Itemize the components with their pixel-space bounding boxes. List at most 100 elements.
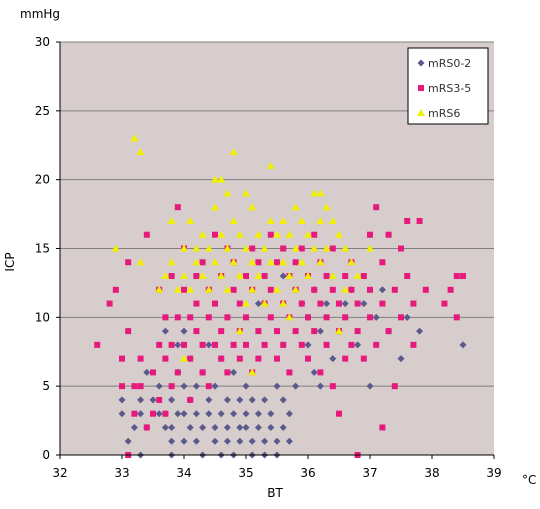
data-point-diamond (372, 313, 380, 321)
data-point-square (106, 300, 113, 307)
data-point-square (150, 369, 156, 376)
data-point-diamond (378, 286, 386, 294)
legend-label: mRS0-2 (428, 57, 471, 70)
data-point-triangle (217, 272, 226, 280)
data-point-square (398, 245, 404, 252)
data-point-square (305, 314, 311, 321)
data-point-square (367, 231, 373, 238)
data-point-square (168, 383, 175, 390)
data-point-square (422, 286, 429, 293)
data-point-triangle (285, 272, 294, 280)
data-point-triangle (167, 216, 176, 224)
data-point-square (398, 314, 404, 321)
data-point-square (360, 355, 367, 362)
data-point-diamond (180, 437, 188, 445)
data-point-square (329, 286, 336, 293)
data-point-square (199, 369, 206, 376)
data-point-triangle (316, 189, 325, 197)
data-point-square (404, 217, 411, 224)
data-point-diamond (130, 423, 138, 431)
axes (56, 41, 495, 459)
data-point-diamond (329, 355, 337, 363)
data-point-triangle (155, 285, 164, 293)
data-point-square (261, 273, 268, 280)
data-point-square (205, 383, 212, 390)
data-point-triangle (310, 244, 319, 252)
data-point-square (224, 369, 231, 376)
data-point-square (193, 273, 200, 280)
data-point-square (379, 424, 386, 431)
x-axis-label: BT (267, 486, 283, 500)
data-point-triangle (223, 285, 232, 293)
data-point-triangle (273, 230, 281, 238)
data-point-diamond (174, 410, 182, 418)
legend-marker-diamond (417, 59, 425, 67)
data-point-square (131, 410, 138, 417)
data-point-diamond (168, 396, 176, 404)
data-point-square (218, 328, 225, 335)
data-point-triangle (291, 203, 300, 211)
data-point-square (162, 410, 169, 417)
data-point-square (342, 273, 349, 280)
data-point-diamond (316, 382, 324, 390)
data-point-triangle (328, 272, 337, 280)
data-point-square (410, 341, 417, 348)
data-point-diamond (168, 437, 176, 445)
data-point-diamond (254, 300, 262, 308)
data-point-square (274, 355, 280, 362)
data-point-diamond (267, 410, 275, 418)
data-point-triangle (310, 189, 319, 197)
data-point-diamond (323, 300, 331, 308)
y-tick-label: 5 (42, 379, 50, 393)
data-point-square (236, 300, 243, 307)
data-point-square (404, 273, 411, 280)
x-tick-label: 32 (52, 466, 67, 480)
data-point-square (119, 355, 125, 362)
data-point-square (255, 355, 262, 362)
data-point-triangle (266, 216, 275, 224)
data-point-square (193, 328, 200, 335)
data-point-triangle (266, 161, 275, 169)
data-point-diamond (205, 410, 213, 418)
data-point-triangle (285, 230, 294, 238)
data-point-diamond (168, 423, 176, 431)
data-point-square (243, 341, 249, 348)
data-point-triangle (322, 203, 331, 211)
data-point-diamond (242, 410, 250, 418)
data-point-square (156, 341, 163, 348)
data-point-diamond (261, 437, 269, 445)
data-point-square (199, 341, 206, 348)
data-point-diamond (397, 355, 405, 363)
data-point-diamond (217, 410, 225, 418)
data-point-square (218, 355, 225, 362)
data-point-square (336, 410, 342, 417)
data-point-diamond (360, 300, 368, 308)
data-point-diamond (292, 382, 300, 390)
data-point-square (199, 259, 206, 266)
data-point-square (125, 259, 132, 266)
data-point-triangle (297, 216, 306, 224)
data-point-triangle (229, 148, 238, 156)
data-point-triangle (322, 244, 331, 252)
data-point-square (119, 383, 125, 390)
data-point-triangle (366, 244, 374, 252)
data-point-triangle (229, 216, 238, 224)
data-point-diamond (254, 410, 262, 418)
data-point-square (329, 383, 336, 390)
data-point-diamond (236, 423, 244, 431)
y-tick-label: 15 (35, 242, 50, 256)
data-point-diamond (161, 423, 169, 431)
data-point-square (274, 259, 280, 266)
data-point-triangle (242, 244, 250, 252)
x-tick-label: 38 (424, 466, 439, 480)
data-point-diamond (304, 341, 312, 349)
data-point-triangle (304, 272, 312, 280)
data-point-square (212, 300, 218, 307)
data-point-diamond (205, 396, 213, 404)
data-point-square (112, 286, 119, 293)
data-point-square (224, 314, 231, 321)
legend: mRS0-2 mRS3-5 mRS6 (407, 47, 489, 125)
data-point-diamond (180, 410, 188, 418)
data-point-diamond (459, 341, 467, 349)
